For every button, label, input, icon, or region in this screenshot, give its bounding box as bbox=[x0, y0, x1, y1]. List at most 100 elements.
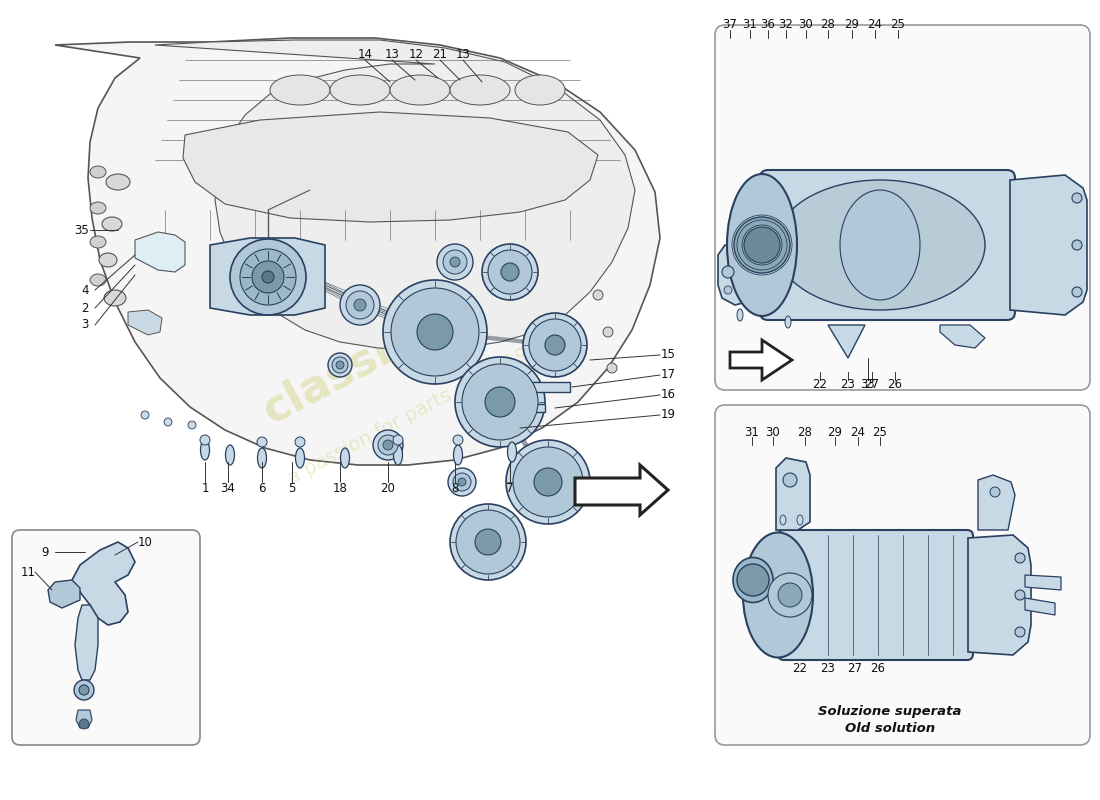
Text: 20: 20 bbox=[381, 482, 395, 494]
Text: 22: 22 bbox=[813, 378, 827, 391]
Circle shape bbox=[79, 719, 89, 729]
Text: 1: 1 bbox=[201, 482, 209, 494]
Circle shape bbox=[456, 510, 520, 574]
FancyBboxPatch shape bbox=[12, 530, 200, 745]
Text: 25: 25 bbox=[891, 18, 905, 31]
Text: 25: 25 bbox=[872, 426, 888, 438]
Text: 18: 18 bbox=[332, 482, 348, 494]
Polygon shape bbox=[210, 238, 324, 315]
Circle shape bbox=[488, 250, 532, 294]
Ellipse shape bbox=[90, 236, 106, 248]
Circle shape bbox=[340, 285, 379, 325]
Text: 34: 34 bbox=[221, 482, 235, 494]
Circle shape bbox=[607, 363, 617, 373]
Circle shape bbox=[383, 280, 487, 384]
Text: 5: 5 bbox=[288, 482, 296, 494]
Circle shape bbox=[200, 435, 210, 445]
Text: 26: 26 bbox=[888, 378, 902, 391]
Ellipse shape bbox=[104, 290, 126, 306]
Circle shape bbox=[79, 685, 89, 695]
Circle shape bbox=[990, 487, 1000, 497]
Polygon shape bbox=[776, 458, 810, 530]
Circle shape bbox=[453, 435, 463, 445]
Text: 13: 13 bbox=[455, 47, 471, 61]
FancyBboxPatch shape bbox=[715, 405, 1090, 745]
Circle shape bbox=[383, 440, 393, 450]
Ellipse shape bbox=[737, 309, 742, 321]
Text: 19: 19 bbox=[660, 409, 675, 422]
Circle shape bbox=[74, 680, 94, 700]
Text: 9: 9 bbox=[42, 546, 48, 558]
Circle shape bbox=[724, 286, 732, 294]
Text: 23: 23 bbox=[840, 378, 856, 391]
Circle shape bbox=[485, 387, 515, 417]
Text: 30: 30 bbox=[766, 426, 780, 438]
Circle shape bbox=[346, 291, 374, 319]
Circle shape bbox=[141, 411, 149, 419]
Polygon shape bbox=[155, 40, 635, 350]
Circle shape bbox=[1072, 193, 1082, 203]
Ellipse shape bbox=[840, 190, 920, 300]
Text: 6: 6 bbox=[258, 482, 266, 494]
Text: 15: 15 bbox=[661, 349, 675, 362]
Text: 13: 13 bbox=[385, 47, 399, 61]
Polygon shape bbox=[1010, 175, 1087, 315]
Ellipse shape bbox=[226, 445, 234, 465]
Text: Soluzione superata: Soluzione superata bbox=[818, 706, 961, 718]
Polygon shape bbox=[490, 404, 544, 412]
Text: a passion for parts since 1985: a passion for parts since 1985 bbox=[285, 332, 554, 488]
Text: 37: 37 bbox=[723, 18, 737, 31]
Circle shape bbox=[783, 473, 798, 487]
Circle shape bbox=[336, 361, 344, 369]
Circle shape bbox=[450, 257, 460, 267]
Text: 7: 7 bbox=[506, 482, 514, 494]
Circle shape bbox=[252, 261, 284, 293]
Circle shape bbox=[482, 244, 538, 300]
Circle shape bbox=[475, 529, 500, 555]
Polygon shape bbox=[1025, 575, 1062, 590]
Circle shape bbox=[462, 364, 538, 440]
Ellipse shape bbox=[390, 75, 450, 105]
Circle shape bbox=[450, 504, 526, 580]
Circle shape bbox=[778, 583, 802, 607]
Ellipse shape bbox=[90, 274, 106, 286]
Text: 24: 24 bbox=[868, 18, 882, 31]
Circle shape bbox=[378, 435, 398, 455]
Polygon shape bbox=[48, 580, 80, 608]
Ellipse shape bbox=[341, 448, 350, 468]
FancyBboxPatch shape bbox=[760, 170, 1015, 320]
Circle shape bbox=[1015, 590, 1025, 600]
Polygon shape bbox=[72, 542, 135, 625]
Circle shape bbox=[393, 435, 403, 445]
Ellipse shape bbox=[330, 75, 390, 105]
Circle shape bbox=[188, 421, 196, 429]
Text: 22: 22 bbox=[792, 662, 807, 674]
Ellipse shape bbox=[90, 166, 106, 178]
Polygon shape bbox=[55, 38, 660, 465]
Text: 27: 27 bbox=[847, 662, 862, 674]
Ellipse shape bbox=[394, 445, 403, 465]
Text: 8: 8 bbox=[451, 482, 459, 494]
Circle shape bbox=[328, 353, 352, 377]
Ellipse shape bbox=[453, 445, 462, 465]
Circle shape bbox=[534, 468, 562, 496]
Text: 36: 36 bbox=[760, 18, 775, 31]
Circle shape bbox=[332, 357, 348, 373]
Circle shape bbox=[458, 478, 466, 486]
Circle shape bbox=[390, 288, 478, 376]
Ellipse shape bbox=[515, 75, 565, 105]
Ellipse shape bbox=[90, 202, 106, 214]
Circle shape bbox=[455, 357, 544, 447]
Ellipse shape bbox=[106, 174, 130, 190]
Text: Old solution: Old solution bbox=[845, 722, 935, 734]
Polygon shape bbox=[968, 535, 1031, 655]
Text: 33: 33 bbox=[860, 378, 876, 391]
Polygon shape bbox=[75, 605, 98, 680]
Circle shape bbox=[513, 447, 583, 517]
Text: 23: 23 bbox=[821, 662, 835, 674]
Text: 11: 11 bbox=[21, 566, 35, 578]
FancyBboxPatch shape bbox=[778, 530, 974, 660]
Circle shape bbox=[443, 250, 468, 274]
Circle shape bbox=[230, 239, 306, 315]
Circle shape bbox=[500, 419, 516, 435]
